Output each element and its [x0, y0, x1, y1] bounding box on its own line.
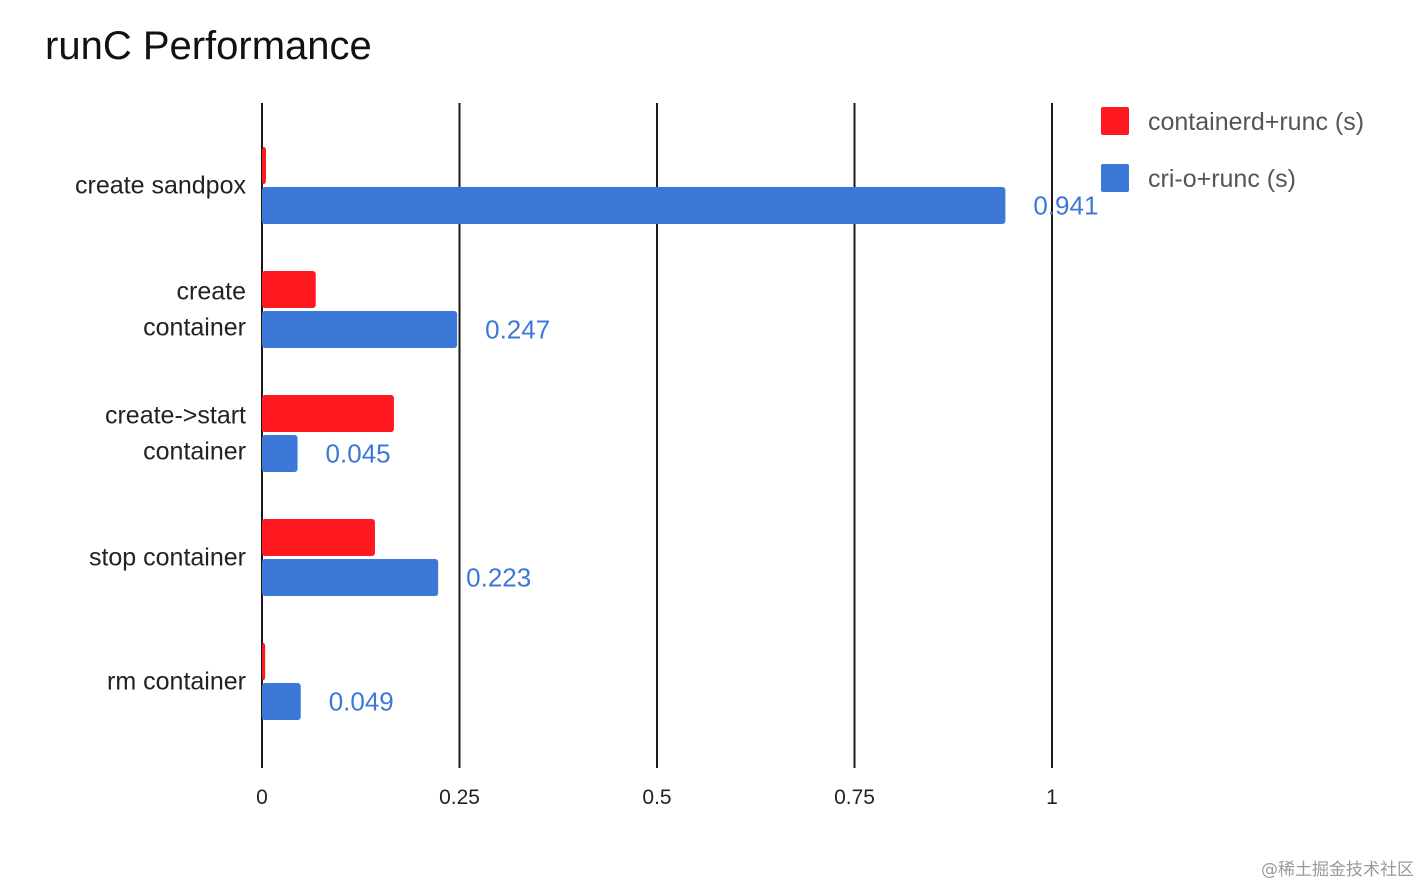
category-label: container	[143, 438, 246, 466]
category-label: stop container	[89, 544, 246, 572]
bar-crio	[262, 435, 298, 472]
watermark: @稀土掘金技术社区	[1261, 860, 1414, 880]
category-label: create	[177, 278, 246, 306]
bar-crio	[262, 559, 439, 596]
bar-crio	[262, 683, 301, 720]
category-label: container	[143, 314, 246, 342]
data-label: 0.941	[1033, 191, 1098, 221]
bar-containerd	[262, 643, 266, 680]
data-label: 0.223	[466, 563, 531, 593]
legend-label: cri-o+runc (s)	[1148, 165, 1296, 193]
bar-crio	[262, 311, 458, 348]
bar-containerd	[262, 395, 394, 432]
bar-crio	[262, 187, 1006, 224]
data-label: 0.049	[329, 687, 394, 717]
category-label: create->start	[105, 402, 246, 430]
data-label: 0.045	[326, 439, 391, 469]
bar-containerd	[262, 271, 316, 308]
legend-swatch	[1101, 164, 1129, 192]
category-label: create sandpox	[75, 172, 246, 200]
bar-containerd	[262, 519, 375, 556]
x-tick-label: 0	[256, 786, 268, 809]
legend-label: containerd+runc (s)	[1148, 108, 1364, 136]
x-tick-label: 0.5	[642, 786, 671, 809]
x-tick-label: 0.75	[834, 786, 875, 809]
chart-title: runC Performance	[45, 24, 372, 68]
x-tick-label: 0.25	[439, 786, 480, 809]
category-label: rm container	[107, 668, 246, 696]
bar-containerd	[262, 147, 266, 184]
data-label: 0.247	[485, 315, 550, 345]
legend-swatch	[1101, 107, 1129, 135]
x-tick-label: 1	[1046, 786, 1058, 809]
